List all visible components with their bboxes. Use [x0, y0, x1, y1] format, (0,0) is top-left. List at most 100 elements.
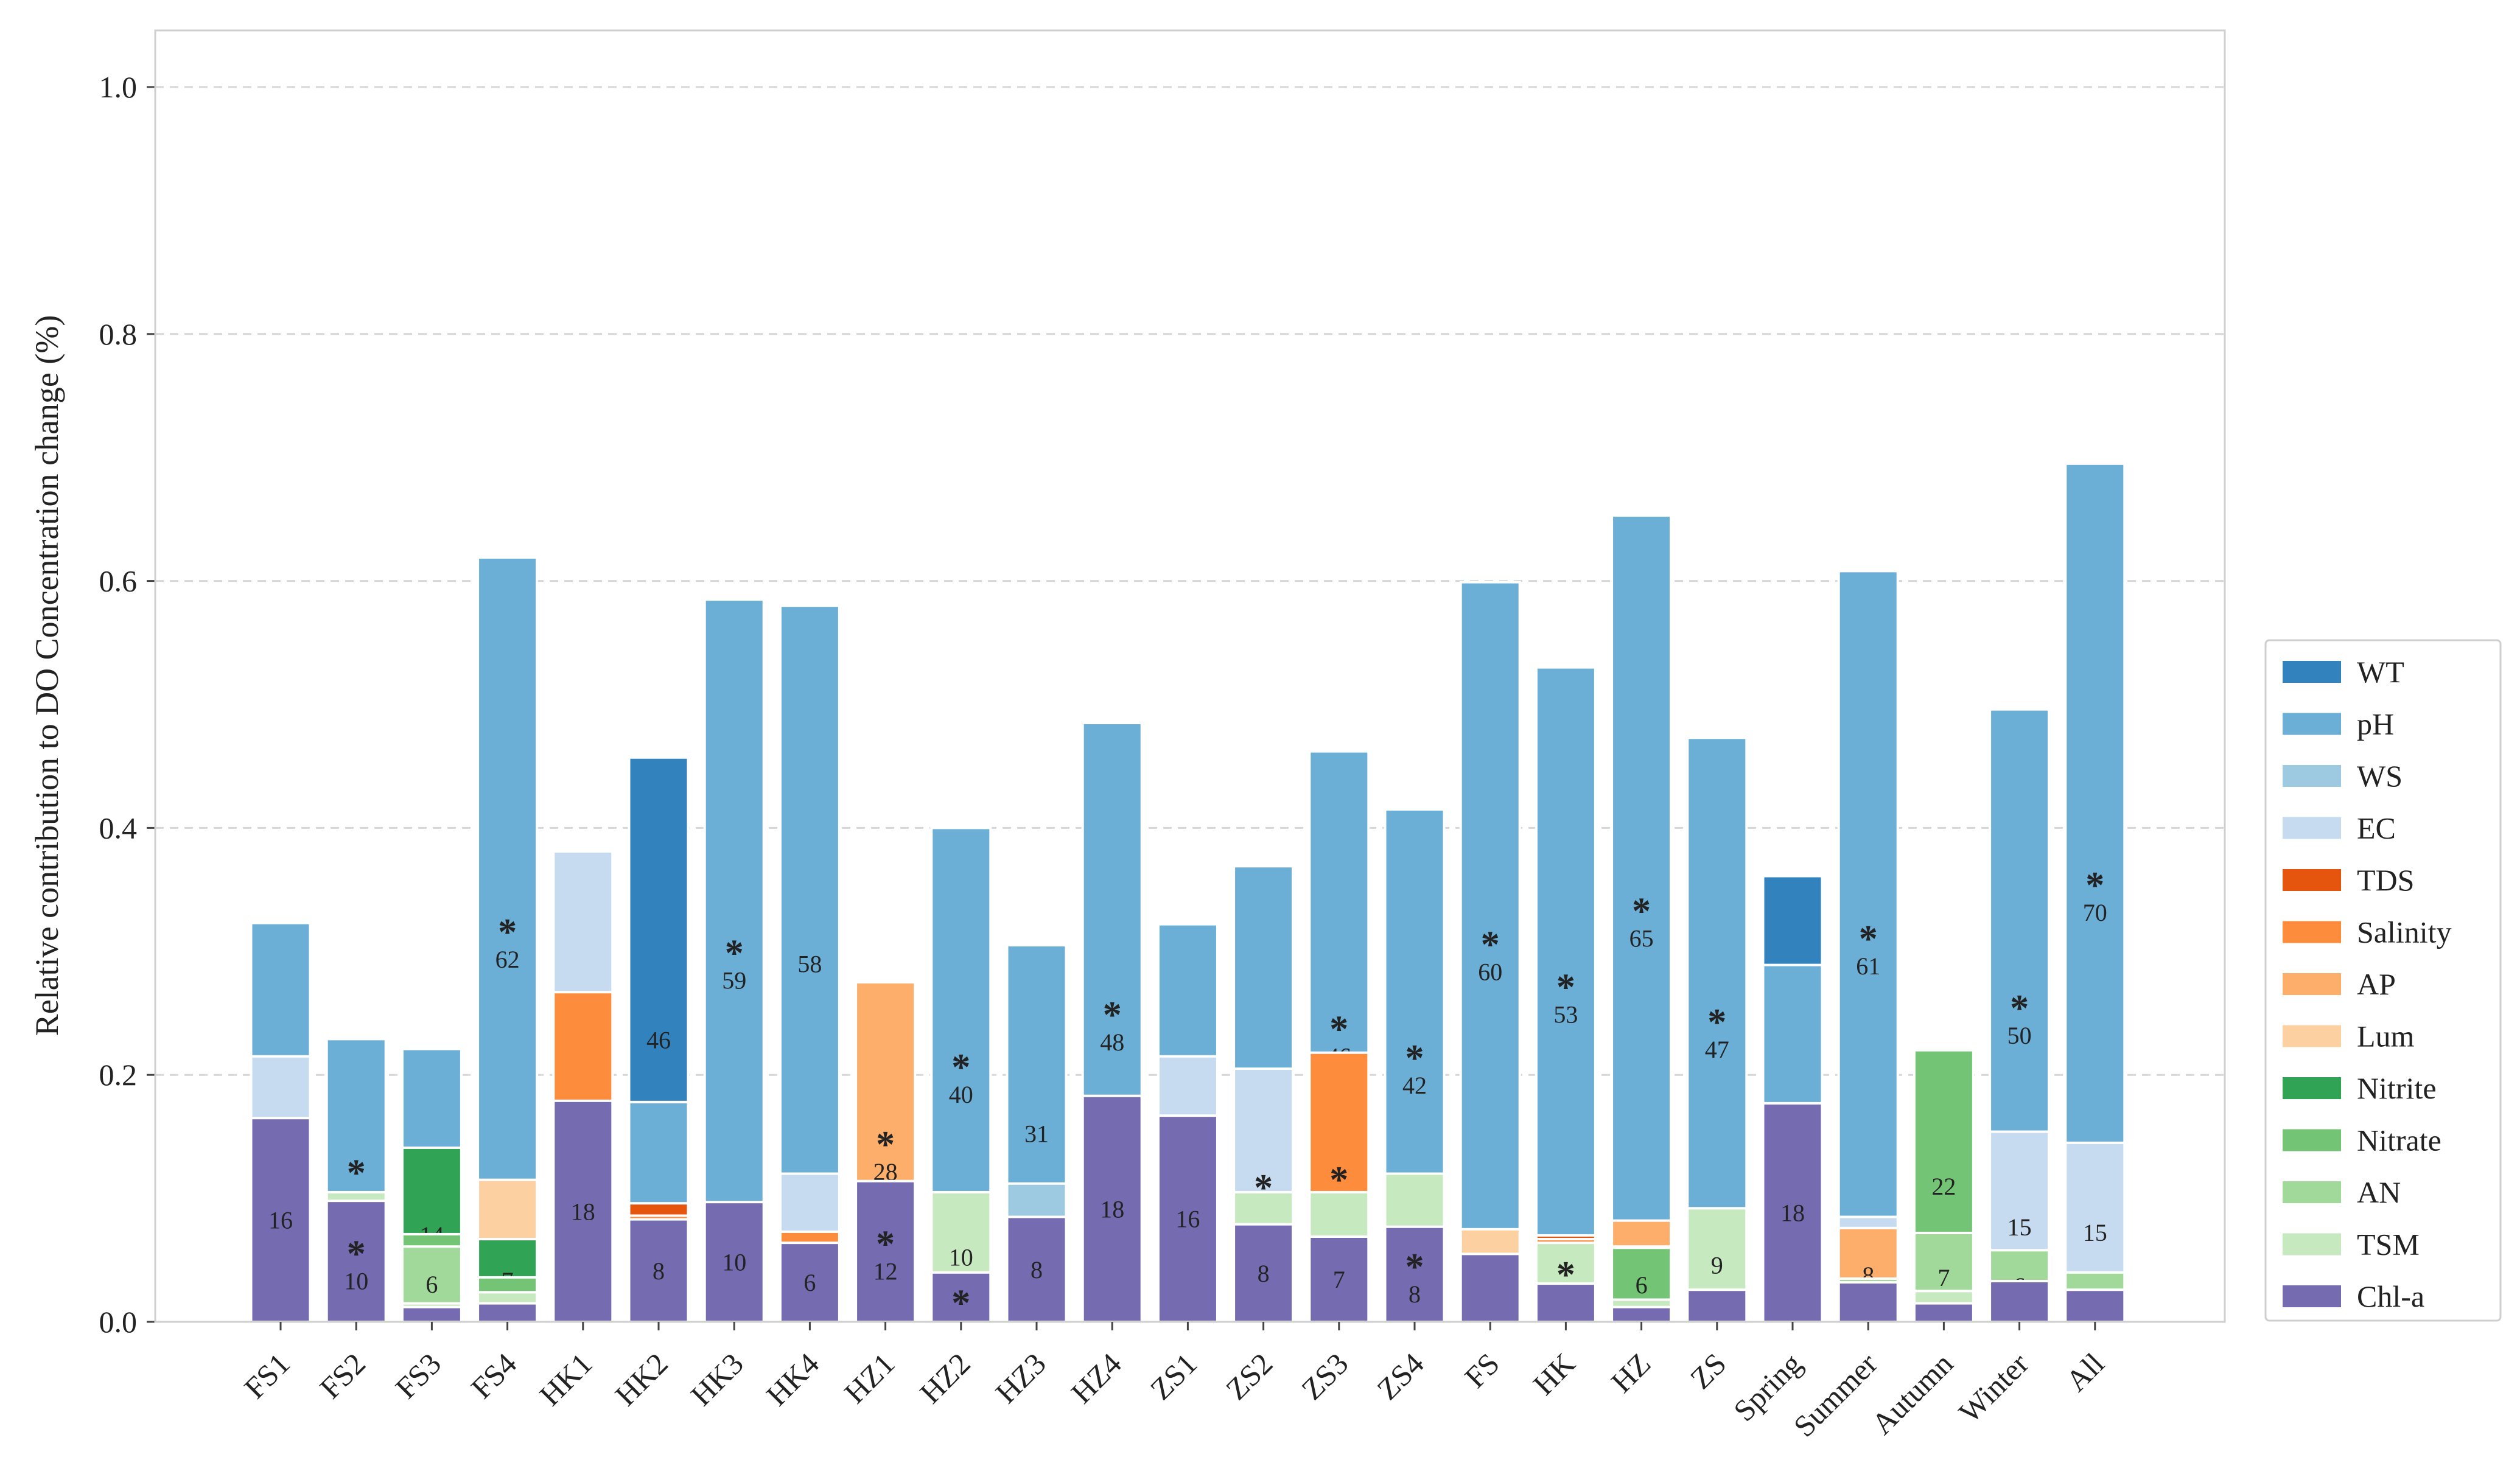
segment-label: 22 [1931, 1173, 1956, 1200]
legend-swatch-TDS [2283, 869, 2341, 891]
legend-label-Nitrate: Nitrate [2357, 1123, 2441, 1158]
segment-label: 53 [1553, 1001, 1578, 1028]
segment-Chl-a [628, 1218, 690, 1324]
bar-ZS4: *42*11101012*8 [1384, 808, 1446, 1324]
segment-label: 8 [1258, 1260, 1270, 1287]
segment-label: 50 [2007, 1022, 2032, 1049]
bar-Summer: 6*6188 [1837, 570, 1899, 1324]
significance-star: * [951, 1282, 970, 1324]
legend-swatch-EC [2283, 817, 2341, 839]
segment-label: 6 [425, 1271, 438, 1298]
significance-star: * [1405, 1246, 1424, 1288]
bar-FS4: *62117 [477, 556, 539, 1324]
significance-star: * [876, 1124, 895, 1165]
segment-Chl-a [930, 1271, 992, 1324]
segment-Chl-a [1081, 1094, 1143, 1323]
legend-swatch-Nitrate [2283, 1129, 2341, 1151]
bar-FS2: *13*23*878*10*6*11*10 [325, 1038, 387, 1326]
bar-Winter: 11*50156 [1989, 708, 2051, 1324]
legend: WT pH WS EC TDS Salinity AP Lum Nitrite Nitrate AN… [2264, 639, 2502, 1322]
legend-swatch-Lum [2283, 1025, 2341, 1047]
segment-label: 8 [1409, 1280, 1421, 1308]
segment-label: 46 [646, 1026, 671, 1053]
bar-FS3: 182212871476 [401, 1047, 463, 1324]
bar-Spring: 3629618 [1762, 875, 1824, 1324]
y-tick-label: 0.0 [99, 1305, 138, 1339]
legend-swatch-Salinity [2283, 921, 2341, 943]
significance-star: * [1707, 1002, 1726, 1043]
bar-HK1: 83827518 [552, 850, 614, 1324]
bar-HK: 21*5377*6 [1535, 666, 1597, 1324]
legend-swatch-Nitrite [2283, 1077, 2341, 1099]
y-axis-label: Relative contribution to DO Concentratio… [29, 315, 65, 1036]
segment-label: 7 [1937, 1264, 1950, 1291]
y-tick-label: 0.8 [99, 317, 138, 351]
legend-swatch-AP [2283, 973, 2341, 995]
bar-ZS: 11*479*69 [1686, 736, 1748, 1324]
segment-label: 62 [495, 946, 520, 973]
significance-star: * [1329, 1008, 1348, 1050]
segment-Chl-a [1535, 1282, 1597, 1324]
segment-Chl-a [779, 1242, 841, 1324]
segment-label: 10 [722, 1249, 746, 1276]
segment-label: 18 [1100, 1195, 1124, 1223]
plot-frame [154, 29, 2226, 1323]
legend-label-AN: AN [2357, 1175, 2401, 1209]
segment-label: 58 [797, 951, 822, 978]
bar-Autumn: 161965711227 [1913, 1049, 1975, 1324]
segment-label: 10 [949, 1243, 973, 1271]
segment-label: 15 [2007, 1214, 2032, 1241]
significance-star: * [1481, 924, 1500, 965]
legend-swatch-pH [2283, 713, 2341, 735]
legend-swatch-TSM [2283, 1233, 2341, 1256]
legend-swatch-WT [2283, 661, 2341, 683]
bar-HZ1: 20*21**2858*12 [855, 981, 917, 1324]
legend-swatch-AN [2283, 1181, 2341, 1203]
segment-Chl-a [1308, 1235, 1370, 1324]
significance-star: * [1859, 918, 1878, 960]
segment-label: 9 [1711, 1252, 1723, 1279]
legend-label-TSM: TSM [2357, 1228, 2420, 1262]
legend-swatch-Chl-a [2283, 1285, 2341, 1307]
bar-HK3: 12*59710 [703, 598, 765, 1324]
legend-label-TDS: TDS [2357, 863, 2414, 897]
bar-HZ2: 21*408*810* [930, 826, 992, 1324]
segment-Chl-a [1384, 1225, 1446, 1323]
significance-star: * [347, 1153, 366, 1194]
segment-Chl-a [1913, 1302, 1975, 1323]
significance-star: * [876, 1223, 895, 1265]
legend-label-WS: WS [2357, 759, 2403, 793]
bar-ZS2: 5*37*8*206118 [1233, 865, 1295, 1324]
segment-label: 48 [1100, 1029, 1124, 1056]
segment-label: 16 [1175, 1206, 1200, 1233]
segment-label: 31 [1024, 1120, 1049, 1148]
significance-star: * [1103, 994, 1122, 1036]
significance-star: * [347, 1234, 366, 1275]
legend-label-Nitrite: Nitrite [2357, 1071, 2437, 1105]
segment-label: 59 [722, 967, 746, 994]
legend-label-Lum: Lum [2357, 1019, 2415, 1053]
legend-label-Chl-a: Chl-a [2357, 1279, 2424, 1313]
segment-label: 47 [1705, 1036, 1729, 1063]
segment-label: 8 [653, 1257, 665, 1285]
segment-pH [1611, 514, 1673, 1323]
significance-star: * [725, 933, 744, 974]
segment-pH [1459, 581, 1521, 1323]
segment-label: 12 [873, 1257, 898, 1285]
segment-Chl-a [552, 1099, 614, 1323]
legend-swatch-WS [2283, 765, 2341, 787]
segment-label: 18 [1780, 1199, 1805, 1226]
segment-pH [1535, 666, 1597, 1323]
bar-FS: 5*60*7** [1459, 581, 1521, 1330]
significance-star: * [2010, 988, 2029, 1029]
legend-label-WT: WT [2357, 655, 2404, 689]
segment-label: 8 [1031, 1256, 1043, 1284]
segment-label: 6 [803, 1269, 816, 1296]
bar-ZS3: 10*46*22107 [1308, 750, 1370, 1324]
bar-HZ3: 2031117568 [1006, 944, 1068, 1324]
segment-Chl-a [1611, 1305, 1673, 1324]
significance-star: * [951, 1047, 970, 1088]
bar-HK4: 5812776 [779, 604, 841, 1324]
segment-label: 40 [949, 1081, 973, 1108]
